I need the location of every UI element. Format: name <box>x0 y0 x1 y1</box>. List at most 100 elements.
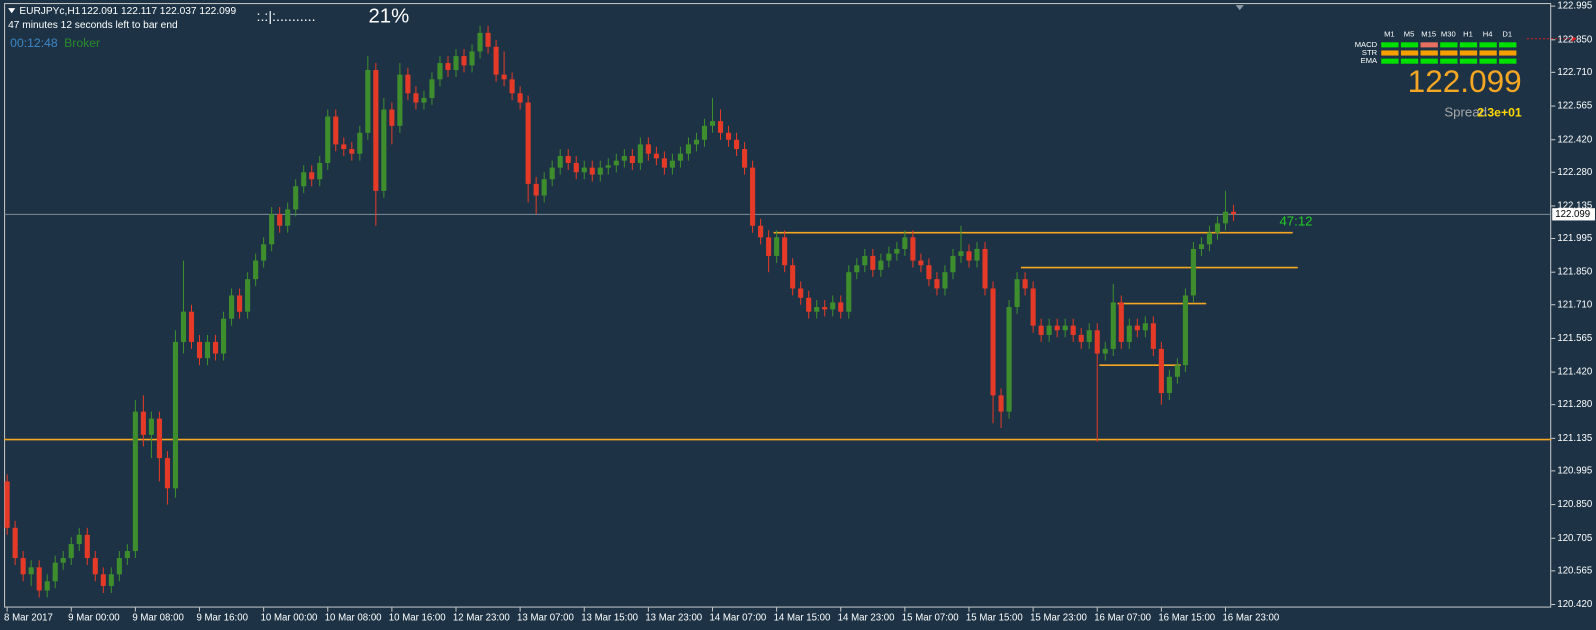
progress: 21% <box>368 6 409 28</box>
candle-body <box>1206 232 1213 245</box>
candle-body <box>862 255 868 266</box>
candle-body <box>116 558 122 575</box>
candle-body <box>44 581 50 591</box>
candle-body <box>237 295 243 312</box>
candle-body <box>196 341 203 359</box>
candle-body <box>76 534 82 545</box>
candle-body <box>1094 330 1100 354</box>
candle-body <box>1046 325 1052 335</box>
signal-cell <box>1420 50 1438 56</box>
candle-body <box>653 153 659 159</box>
x-tick-label: 16 Mar 15:00 <box>1158 612 1215 623</box>
x-tick-label: 15 Mar 15:00 <box>966 612 1023 623</box>
candle-body <box>685 144 691 154</box>
menu-triangle[interactable] <box>8 8 16 14</box>
signal-cell <box>1440 50 1458 56</box>
candle-body <box>1118 302 1124 342</box>
y-tick-label: 121.135 <box>1557 433 1592 444</box>
signal-cell <box>1420 42 1438 48</box>
candle-body <box>180 311 187 342</box>
x-tick-label: 15 Mar 07:00 <box>902 612 959 623</box>
candle-body <box>1150 323 1156 349</box>
y-tick-label: 121.565 <box>1557 333 1592 344</box>
candle-body <box>501 74 507 80</box>
candle-body <box>798 288 804 298</box>
shift-marker <box>1235 5 1244 11</box>
candle-body <box>629 156 635 163</box>
candle-body <box>1198 244 1204 249</box>
panel-column: H1 <box>1463 30 1473 39</box>
candle-body <box>950 255 956 273</box>
candle-body <box>108 574 114 586</box>
candle-body <box>60 558 66 563</box>
candle-body <box>493 46 499 75</box>
signal-cell <box>1479 50 1497 56</box>
signal-cell <box>1381 42 1399 48</box>
candle-body <box>317 162 323 180</box>
spread-value: 2.3e+01 <box>1477 105 1522 119</box>
candle-body <box>1214 223 1221 233</box>
candle-body <box>998 395 1004 412</box>
candle-body <box>902 237 908 249</box>
candle-body <box>878 260 884 270</box>
x-tick-label: 14 Mar 15:00 <box>774 612 831 623</box>
candle-body <box>1070 325 1076 335</box>
candle-body <box>341 144 347 150</box>
panel-row-label: EMA <box>1361 56 1378 65</box>
x-tick-label: 10 Mar 16:00 <box>389 612 446 623</box>
candle-body <box>453 56 459 71</box>
y-tick-label: 120.705 <box>1557 533 1592 544</box>
signal-cell <box>1499 50 1517 56</box>
alert-arrow <box>1571 35 1577 42</box>
candle-body <box>269 214 275 245</box>
candle-body <box>1142 323 1148 331</box>
x-tick-label: 8 Mar 2017 <box>4 612 53 623</box>
candle-body <box>846 272 852 312</box>
y-tick-label: 120.420 <box>1557 599 1592 610</box>
candle-body <box>782 237 788 266</box>
chart-frame <box>4 3 1552 608</box>
candle-body <box>517 93 523 103</box>
candle-body <box>1182 295 1188 366</box>
candle-body <box>573 162 579 173</box>
candle-body <box>1190 248 1196 296</box>
candle-body <box>750 167 756 226</box>
candle-body <box>325 116 331 163</box>
panel-row-label: MACD <box>1355 40 1378 49</box>
panel-column: M30 <box>1441 30 1456 39</box>
candle-body <box>365 70 371 133</box>
candle-body <box>918 260 924 266</box>
candle-body <box>926 265 932 280</box>
candle-body <box>172 341 178 489</box>
candle-body <box>1030 288 1036 326</box>
candle-body <box>677 153 683 161</box>
candle-body <box>1230 211 1237 215</box>
candle-body <box>285 209 291 226</box>
candle-body <box>469 51 475 66</box>
candle-body <box>349 149 355 154</box>
bar-countdown: 47 minutes 12 seconds left to bar end <box>8 20 178 31</box>
panel-row-label: STR <box>1362 48 1378 57</box>
candle-body <box>485 32 491 47</box>
candle-body <box>12 527 18 559</box>
y-tick-label: 120.850 <box>1557 499 1592 510</box>
candle-body <box>830 302 836 310</box>
candle-body <box>429 79 435 98</box>
signal-cell <box>1400 50 1419 56</box>
spread-label: Spread <box>1444 105 1487 120</box>
signal-cell <box>1400 58 1419 64</box>
candle-body <box>204 341 211 359</box>
y-tick-label: 122.995 <box>1557 1 1592 12</box>
candle-body <box>437 63 443 80</box>
candle-body <box>148 418 154 435</box>
candle-body <box>52 562 58 582</box>
progress-bar: :.:|:.......... <box>257 9 316 25</box>
candle-body <box>1102 348 1108 354</box>
y-tick-label: 121.995 <box>1557 233 1592 244</box>
candle-body <box>84 534 90 559</box>
y-tick-label: 122.420 <box>1557 134 1592 145</box>
candle-body <box>461 56 467 66</box>
candle-body <box>20 558 26 575</box>
candle-body <box>533 183 539 196</box>
